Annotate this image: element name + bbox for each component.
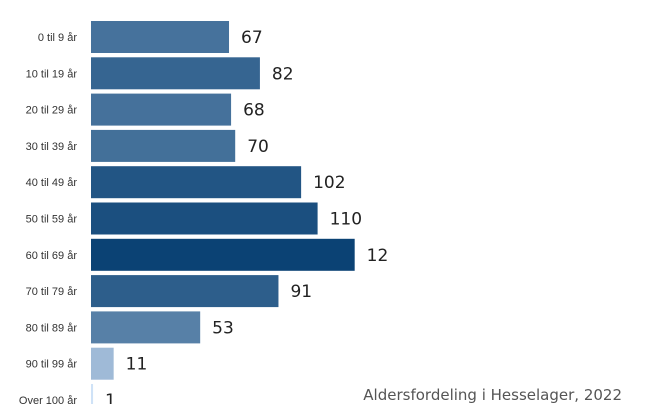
value-label-40-til-49-aar: 102 [313, 173, 345, 193]
category-labels-group: 0 til 9 år 10 til 19 år 20 til 29 år 30 til… [19, 32, 77, 404]
category-label-70-til-79-aar: 70 til 79 år [26, 286, 78, 298]
bar-over-100-aar [91, 384, 94, 404]
category-label-30-til-39-aar: 30 til 39 år [26, 141, 78, 153]
value-label-80-til-89-aar: 53 [212, 318, 234, 338]
category-label-over-100-aar: Over 100 år [19, 395, 77, 404]
bar-80-til-89-aar [91, 311, 201, 344]
bar-20-til-29-aar [91, 93, 232, 126]
value-label-60-til-69-aar: 12 [367, 246, 389, 266]
value-label-10-til-19-aar: 82 [272, 64, 294, 84]
bars-group [91, 21, 355, 404]
value-label-90-til-99-aar: 11 [126, 355, 148, 375]
bar-60-til-69-aar [91, 238, 355, 271]
bar-10-til-19-aar [91, 57, 260, 90]
value-label-20-til-29-aar: 68 [243, 101, 265, 121]
category-label-40-til-49-aar: 40 til 49 år [26, 177, 78, 189]
category-label-0-til-9-aar: 0 til 9 år [38, 32, 77, 44]
bar-70-til-79-aar [91, 275, 279, 308]
value-label-30-til-39-aar: 70 [247, 137, 269, 157]
bar-30-til-39-aar [91, 129, 236, 162]
bar-50-til-59-aar [91, 202, 318, 235]
bar-0-til-9-aar [91, 21, 230, 53]
category-label-60-til-69-aar: 60 til 69 år [26, 250, 78, 262]
value-label-70-til-79-aar: 91 [290, 282, 312, 302]
chart-caption: Aldersfordeling i Hesselager, 2022 [363, 386, 622, 404]
category-label-20-til-29-aar: 20 til 29 år [26, 105, 78, 117]
value-label-50-til-59-aar: 110 [330, 210, 362, 230]
bar-90-til-99-aar [91, 347, 114, 380]
category-label-80-til-89-aar: 80 til 89 år [26, 322, 78, 334]
value-label-0-til-9-aar: 67 [241, 28, 263, 48]
value-label-over-100-aar: 1 [105, 391, 116, 404]
category-label-90-til-99-aar: 90 til 99 år [26, 359, 78, 371]
bar-40-til-49-aar [91, 166, 302, 199]
category-label-50-til-59-aar: 50 til 59 år [26, 214, 78, 226]
category-label-10-til-19-aar: 10 til 19 år [26, 68, 78, 80]
